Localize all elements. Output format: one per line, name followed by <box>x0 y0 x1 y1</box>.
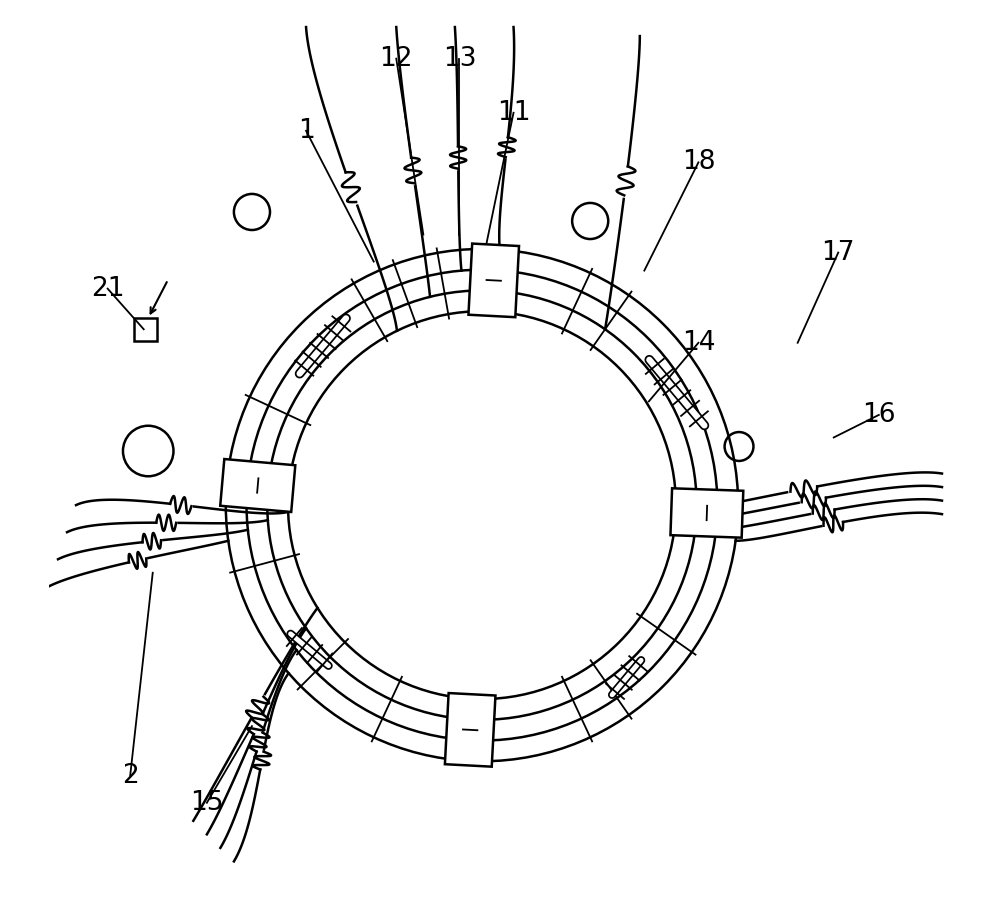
Text: 16: 16 <box>862 402 896 428</box>
Text: 12: 12 <box>380 46 413 71</box>
Bar <box>134 318 157 340</box>
Text: 14: 14 <box>682 330 715 355</box>
Polygon shape <box>220 459 295 512</box>
Polygon shape <box>468 244 519 318</box>
Polygon shape <box>670 488 743 538</box>
Text: 21: 21 <box>91 276 124 301</box>
Polygon shape <box>445 693 495 767</box>
Text: 17: 17 <box>822 240 855 265</box>
Text: 18: 18 <box>682 150 715 175</box>
Text: 2: 2 <box>122 763 139 788</box>
Text: 1: 1 <box>298 118 314 143</box>
Text: 15: 15 <box>190 790 224 815</box>
Text: 13: 13 <box>443 46 476 71</box>
Text: 11: 11 <box>497 100 530 125</box>
